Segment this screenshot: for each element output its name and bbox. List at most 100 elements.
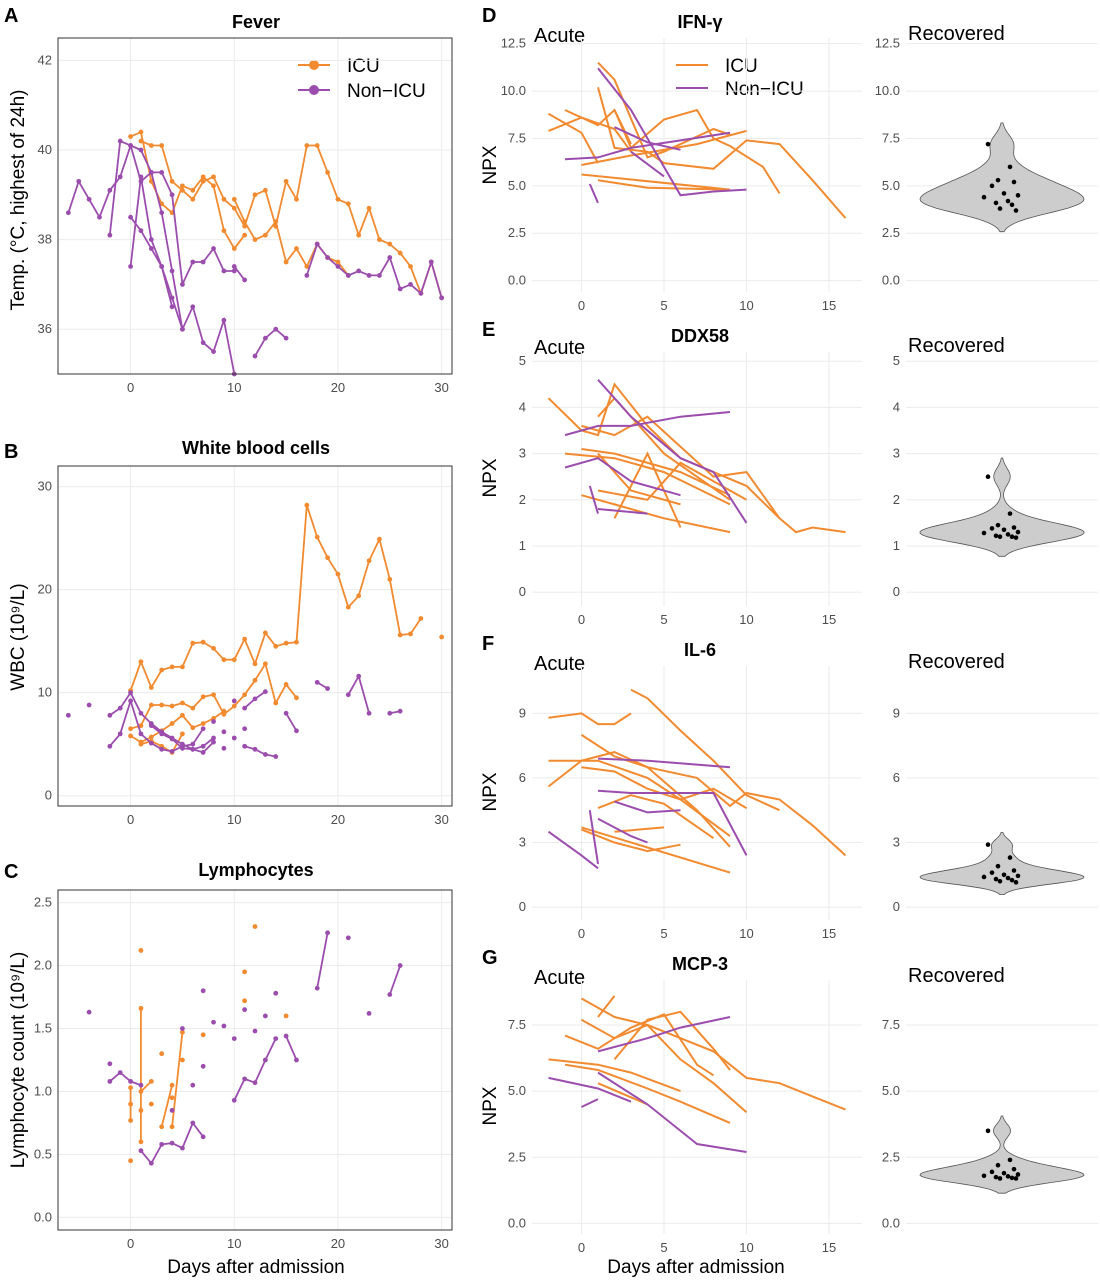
wbc-data-point bbox=[169, 664, 175, 670]
lymph-data-point bbox=[283, 1033, 289, 1039]
wbc-series-line bbox=[244, 745, 276, 758]
wbc-series-line bbox=[347, 673, 370, 714]
il6-ytick-label: 9 bbox=[519, 705, 526, 720]
mcp3-xtick-label: 0 bbox=[578, 1240, 585, 1255]
fever-data-point bbox=[418, 290, 424, 296]
wbc-data-point bbox=[418, 616, 424, 621]
fever-data-point bbox=[356, 232, 362, 238]
mcp3-recovered-point bbox=[1015, 1172, 1021, 1177]
panel-label-b: B bbox=[4, 441, 18, 463]
fever-data-point bbox=[273, 219, 279, 225]
lymph-data-point bbox=[128, 1118, 133, 1123]
fever-data-point bbox=[148, 170, 154, 175]
right-x-axis-label: Days after admission bbox=[607, 1257, 784, 1278]
mcp3-series-line bbox=[548, 1076, 632, 1103]
fever-data-point bbox=[335, 196, 341, 202]
ddx58-ytick-label: 1 bbox=[519, 538, 526, 553]
lymph-ytick-label: 1.5 bbox=[34, 1021, 52, 1036]
fever-data-point bbox=[97, 214, 102, 220]
fever-data-point bbox=[221, 268, 227, 274]
ifng-recovered-ytick-label: 5.0 bbox=[882, 178, 900, 193]
fever-data-point bbox=[169, 268, 175, 274]
il6-series-line bbox=[597, 789, 748, 856]
fever-series bbox=[65, 129, 445, 377]
ifng-series-line bbox=[548, 116, 632, 153]
lymph-data-point bbox=[148, 1079, 154, 1084]
fever-data-point bbox=[221, 228, 227, 234]
wbc-data-point bbox=[107, 712, 113, 718]
ddx58-series-line bbox=[581, 494, 731, 534]
fever-data-point bbox=[148, 143, 154, 148]
left-x-axis-label: Days after admission bbox=[167, 1257, 344, 1278]
fever-data-point bbox=[107, 232, 113, 238]
lymph-data-point bbox=[138, 1089, 144, 1094]
lymph-data-point bbox=[345, 935, 351, 941]
fever-data-point bbox=[242, 277, 248, 283]
fever-data-point bbox=[252, 237, 258, 243]
wbc-data-point bbox=[211, 692, 216, 698]
wbc-data-point bbox=[190, 741, 196, 747]
il6-recovered-point bbox=[1009, 877, 1015, 883]
lymph-data-point bbox=[138, 1005, 144, 1011]
wbc-data-point bbox=[128, 733, 133, 739]
ifng-recovered-point bbox=[993, 200, 999, 206]
ifng-recovered-point bbox=[989, 183, 995, 189]
wbc-data-point bbox=[148, 723, 154, 729]
fever-data-point bbox=[262, 187, 268, 193]
ifng-recovered-ytick-label: 7.5 bbox=[882, 130, 900, 145]
ddx58-recovered-ytick-label: 5 bbox=[893, 353, 900, 368]
fever-data-point bbox=[366, 273, 372, 278]
ifng-recovered-point bbox=[1005, 198, 1011, 204]
lymph-data-point bbox=[200, 1134, 206, 1140]
lymph-data-point bbox=[242, 1076, 248, 1082]
il6-series-line bbox=[581, 826, 731, 874]
lymph-ytick-label: 1.0 bbox=[34, 1083, 52, 1098]
ddx58-recovered-point bbox=[1015, 529, 1021, 535]
il6-recovered-label: Recovered bbox=[908, 651, 1005, 673]
wbc-data-point bbox=[252, 661, 258, 667]
wbc-data-point bbox=[65, 712, 71, 718]
wbc-data-point bbox=[345, 692, 351, 698]
wbc-data-point bbox=[273, 700, 279, 706]
fever-title: Fever bbox=[232, 12, 280, 32]
il6-ytick-label: 3 bbox=[519, 835, 526, 850]
mcp3-recovered-point bbox=[997, 1176, 1003, 1181]
wbc-xtick-label: 0 bbox=[127, 812, 134, 827]
wbc-data-point bbox=[180, 700, 185, 706]
mcp3-recovered-point bbox=[985, 1128, 991, 1134]
mcp3-recovered-point bbox=[1013, 1176, 1019, 1181]
wbc-data-point bbox=[221, 729, 227, 735]
fever-data-point bbox=[138, 228, 144, 234]
ddx58-series-line bbox=[547, 382, 846, 534]
il6-recovered-point bbox=[1011, 868, 1017, 873]
il6-recovered-ytick-label: 3 bbox=[893, 835, 900, 850]
fever-series-line bbox=[67, 144, 235, 288]
wbc-data-point bbox=[148, 734, 154, 740]
wbc-xtick-label: 20 bbox=[331, 812, 345, 827]
fever-data-point bbox=[128, 143, 133, 148]
il6-ytick-label: 0 bbox=[519, 899, 526, 914]
ddx58-xtick-label: 10 bbox=[739, 612, 753, 627]
lymph-data-point bbox=[211, 1019, 216, 1025]
fever-data-point bbox=[148, 246, 154, 251]
mcp3-series-line bbox=[597, 1016, 731, 1053]
fever-data-point bbox=[366, 205, 372, 211]
fever-data-point bbox=[180, 187, 185, 193]
mcp3-recovered-point bbox=[981, 1173, 987, 1179]
mcp3-series-line bbox=[581, 1098, 599, 1108]
ddx58-recovered-ytick-label: 4 bbox=[893, 399, 900, 414]
il6-series-line bbox=[547, 830, 599, 870]
fever-data-point bbox=[397, 286, 403, 292]
fever-ytick-label: 36 bbox=[38, 321, 52, 336]
panel-label-c: C bbox=[4, 861, 18, 883]
ddx58-recovered-point bbox=[981, 530, 987, 536]
fever-data-point bbox=[231, 196, 237, 202]
fever-data-point bbox=[211, 183, 216, 189]
wbc-data-point bbox=[190, 705, 196, 711]
fever-data-point bbox=[294, 246, 299, 251]
fever-data-point bbox=[148, 237, 154, 243]
lymph-data-point bbox=[273, 990, 279, 996]
il6-recovered-point bbox=[993, 876, 999, 882]
wbc-data-point bbox=[211, 645, 216, 651]
il6-recovered-point bbox=[1007, 855, 1013, 860]
